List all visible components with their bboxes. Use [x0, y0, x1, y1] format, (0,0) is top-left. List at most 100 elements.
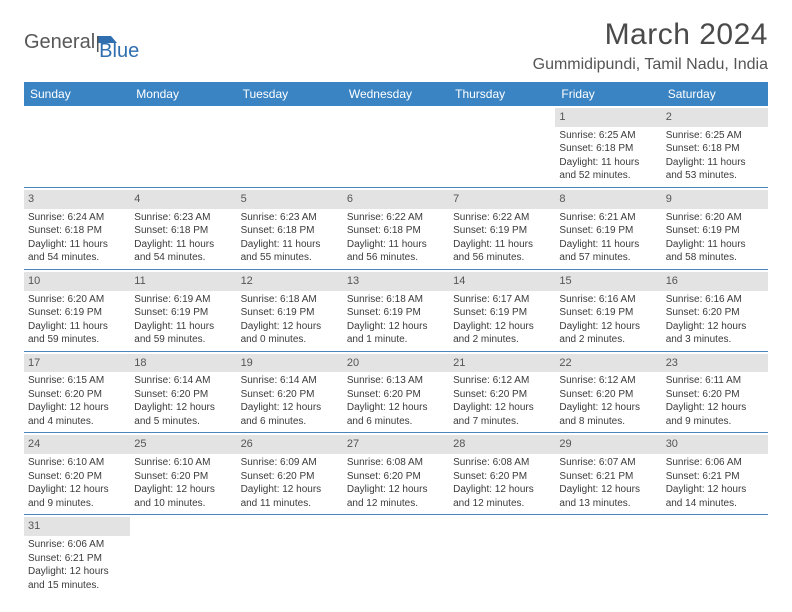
sunset-line: Sunset: 6:21 PM [28, 552, 126, 566]
month-title: March 2024 [533, 18, 768, 52]
daylight-line: Daylight: 11 hours and 54 minutes. [134, 238, 232, 265]
daylight-line: Daylight: 12 hours and 12 minutes. [453, 483, 551, 510]
calendar-cell: 28Sunrise: 6:08 AMSunset: 6:20 PMDayligh… [449, 433, 555, 515]
brand-logo: General Blue [24, 18, 139, 63]
daylight-line: Daylight: 12 hours and 6 minutes. [347, 401, 445, 428]
calendar-cell: 6Sunrise: 6:22 AMSunset: 6:18 PMDaylight… [343, 187, 449, 269]
calendar-cell: 23Sunrise: 6:11 AMSunset: 6:20 PMDayligh… [662, 351, 768, 433]
calendar-cell: 22Sunrise: 6:12 AMSunset: 6:20 PMDayligh… [555, 351, 661, 433]
day-number: 28 [449, 435, 555, 454]
calendar-row: 31Sunrise: 6:06 AMSunset: 6:21 PMDayligh… [24, 515, 768, 596]
calendar-cell: 29Sunrise: 6:07 AMSunset: 6:21 PMDayligh… [555, 433, 661, 515]
calendar-cell: 27Sunrise: 6:08 AMSunset: 6:20 PMDayligh… [343, 433, 449, 515]
calendar-cell: 31Sunrise: 6:06 AMSunset: 6:21 PMDayligh… [24, 515, 130, 596]
sunset-line: Sunset: 6:20 PM [28, 470, 126, 484]
sunrise-line: Sunrise: 6:14 AM [241, 374, 339, 388]
day-number: 24 [24, 435, 130, 454]
day-number: 19 [237, 354, 343, 373]
sunset-line: Sunset: 6:19 PM [453, 224, 551, 238]
calendar-cell: 2Sunrise: 6:25 AMSunset: 6:18 PMDaylight… [662, 106, 768, 187]
calendar-cell: 26Sunrise: 6:09 AMSunset: 6:20 PMDayligh… [237, 433, 343, 515]
day-number: 23 [662, 354, 768, 373]
day-number: 22 [555, 354, 661, 373]
sunrise-line: Sunrise: 6:06 AM [666, 456, 764, 470]
day-number: 27 [343, 435, 449, 454]
daylight-line: Daylight: 12 hours and 5 minutes. [134, 401, 232, 428]
sunset-line: Sunset: 6:18 PM [28, 224, 126, 238]
calendar-cell: 16Sunrise: 6:16 AMSunset: 6:20 PMDayligh… [662, 269, 768, 351]
daylight-line: Daylight: 12 hours and 13 minutes. [559, 483, 657, 510]
day-number: 3 [24, 190, 130, 209]
sunrise-line: Sunrise: 6:14 AM [134, 374, 232, 388]
sunrise-line: Sunrise: 6:20 AM [28, 293, 126, 307]
calendar-head: SundayMondayTuesdayWednesdayThursdayFrid… [24, 82, 768, 106]
day-number: 26 [237, 435, 343, 454]
day-number: 17 [24, 354, 130, 373]
sunrise-line: Sunrise: 6:06 AM [28, 538, 126, 552]
sunrise-line: Sunrise: 6:25 AM [666, 129, 764, 143]
day-header: Sunday [24, 82, 130, 106]
sunset-line: Sunset: 6:18 PM [241, 224, 339, 238]
sunset-line: Sunset: 6:18 PM [134, 224, 232, 238]
sunrise-line: Sunrise: 6:11 AM [666, 374, 764, 388]
sunset-line: Sunset: 6:19 PM [241, 306, 339, 320]
sunset-line: Sunset: 6:18 PM [347, 224, 445, 238]
sunset-line: Sunset: 6:21 PM [559, 470, 657, 484]
day-number: 30 [662, 435, 768, 454]
day-header: Wednesday [343, 82, 449, 106]
sunset-line: Sunset: 6:19 PM [347, 306, 445, 320]
sunrise-line: Sunrise: 6:25 AM [559, 129, 657, 143]
day-number: 10 [24, 272, 130, 291]
calendar-cell: 12Sunrise: 6:18 AMSunset: 6:19 PMDayligh… [237, 269, 343, 351]
calendar-cell: 17Sunrise: 6:15 AMSunset: 6:20 PMDayligh… [24, 351, 130, 433]
day-number: 29 [555, 435, 661, 454]
day-header-row: SundayMondayTuesdayWednesdayThursdayFrid… [24, 82, 768, 106]
daylight-line: Daylight: 11 hours and 52 minutes. [559, 156, 657, 183]
calendar-cell: 25Sunrise: 6:10 AMSunset: 6:20 PMDayligh… [130, 433, 236, 515]
sunset-line: Sunset: 6:20 PM [134, 470, 232, 484]
sunset-line: Sunset: 6:20 PM [559, 388, 657, 402]
day-number: 18 [130, 354, 236, 373]
daylight-line: Daylight: 12 hours and 9 minutes. [28, 483, 126, 510]
calendar-cell: 10Sunrise: 6:20 AMSunset: 6:19 PMDayligh… [24, 269, 130, 351]
daylight-line: Daylight: 11 hours and 59 minutes. [134, 320, 232, 347]
calendar-cell-empty [130, 106, 236, 187]
calendar-cell: 18Sunrise: 6:14 AMSunset: 6:20 PMDayligh… [130, 351, 236, 433]
daylight-line: Daylight: 12 hours and 15 minutes. [28, 565, 126, 592]
day-header: Thursday [449, 82, 555, 106]
calendar-row: 10 Sunrise: 6:20 AM Sunset: 6:19 PM Dayligh… [24, 269, 768, 351]
sunrise-line: Sunrise: 6:10 AM [28, 456, 126, 470]
daylight-line: Daylight: 12 hours and 11 minutes. [241, 483, 339, 510]
daylight-line: Daylight: 12 hours and 2 minutes. [453, 320, 551, 347]
sunrise-line: Sunrise: 6:16 AM [666, 293, 764, 307]
calendar-cell: 21Sunrise: 6:12 AMSunset: 6:20 PMDayligh… [449, 351, 555, 433]
calendar-cell: 13Sunrise: 6:18 AMSunset: 6:19 PMDayligh… [343, 269, 449, 351]
calendar-cell-empty [24, 106, 130, 187]
calendar-cell: 19Sunrise: 6:14 AMSunset: 6:20 PMDayligh… [237, 351, 343, 433]
calendar-cell-empty [449, 515, 555, 596]
sunrise-line: Sunrise: 6:23 AM [134, 211, 232, 225]
calendar-cell: 24 Sunrise: 6:10 AMSunset: 6:20 PMDayligh… [24, 433, 130, 515]
sunrise-line: Sunrise: 6:22 AM [453, 211, 551, 225]
daylight-line: Daylight: 12 hours and 8 minutes. [559, 401, 657, 428]
day-header: Monday [130, 82, 236, 106]
day-number: 21 [449, 354, 555, 373]
sunrise-line: Sunrise: 6:22 AM [347, 211, 445, 225]
daylight-line: Daylight: 12 hours and 6 minutes. [241, 401, 339, 428]
day-header: Friday [555, 82, 661, 106]
calendar-cell: 1Sunrise: 6:25 AMSunset: 6:18 PMDaylight… [555, 106, 661, 187]
daylight-line: Daylight: 11 hours and 59 minutes. [28, 320, 126, 347]
calendar-cell: 20Sunrise: 6:13 AMSunset: 6:20 PMDayligh… [343, 351, 449, 433]
calendar-cell-empty [555, 515, 661, 596]
day-number: 5 [237, 190, 343, 209]
sunrise-line: Sunrise: 6:24 AM [28, 211, 126, 225]
sunset-line: Sunset: 6:19 PM [559, 224, 657, 238]
calendar-cell-empty [449, 106, 555, 187]
calendar-cell: 9Sunrise: 6:20 AMSunset: 6:19 PMDaylight… [662, 187, 768, 269]
sunrise-line: Sunrise: 6:08 AM [453, 456, 551, 470]
daylight-line: Daylight: 11 hours and 56 minutes. [453, 238, 551, 265]
daylight-line: Daylight: 12 hours and 7 minutes. [453, 401, 551, 428]
daylight-line: Daylight: 12 hours and 10 minutes. [134, 483, 232, 510]
sunrise-line: Sunrise: 6:21 AM [559, 211, 657, 225]
calendar-cell: 3Sunrise: 6:24 AMSunset: 6:18 PMDaylight… [24, 187, 130, 269]
